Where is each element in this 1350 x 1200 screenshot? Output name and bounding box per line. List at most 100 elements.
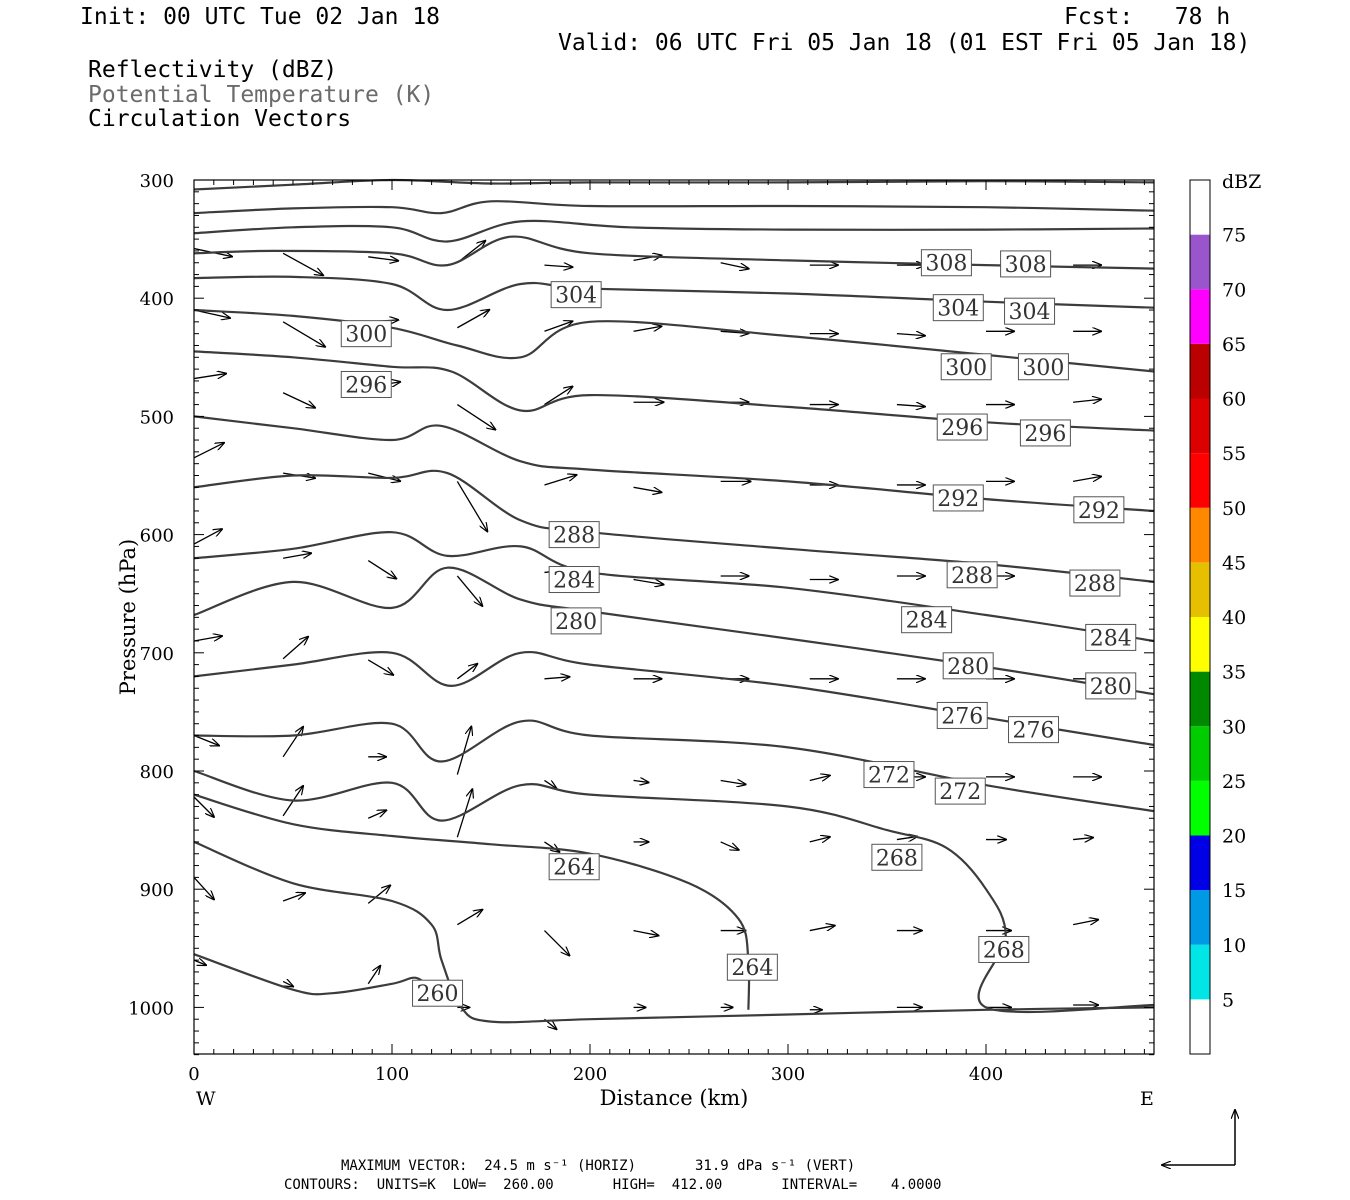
circulation-vector bbox=[456, 727, 471, 775]
contour-label: 304 bbox=[555, 284, 597, 309]
theta-contour-line bbox=[193, 566, 1155, 696]
circulation-vector bbox=[896, 334, 925, 336]
east-label: E bbox=[1140, 1088, 1154, 1110]
x-tick-label: 400 bbox=[969, 1064, 1003, 1085]
circulation-vector bbox=[809, 837, 830, 842]
circulation-vector bbox=[633, 578, 664, 585]
colorbar-swatch bbox=[1190, 343, 1210, 399]
y-tick-label: 1000 bbox=[128, 998, 174, 1019]
colorbar-swatch bbox=[1190, 453, 1210, 508]
contour-label-box bbox=[548, 853, 600, 881]
y-tick-label: 600 bbox=[140, 526, 174, 547]
contour-label-box bbox=[978, 935, 1030, 963]
circulation-vector bbox=[544, 841, 559, 852]
circulation-vector bbox=[193, 636, 222, 642]
colorbar-swatch bbox=[1190, 234, 1210, 290]
contour-label-box bbox=[412, 979, 464, 1007]
contour-label-box bbox=[942, 652, 994, 680]
contour-label: 300 bbox=[345, 323, 387, 348]
contour-label: 296 bbox=[1024, 422, 1066, 447]
circulation-vector bbox=[456, 664, 477, 680]
colorbar-swatch bbox=[1190, 999, 1210, 1054]
colorbar-label: 30 bbox=[1222, 716, 1246, 738]
colorbar-swatch bbox=[1190, 180, 1210, 235]
colorbar-label: 10 bbox=[1222, 935, 1246, 957]
contour-label-box bbox=[940, 353, 992, 381]
contour-label: 296 bbox=[345, 373, 387, 398]
axes: 300 400 500 600 700 800 900 1000 0 100 200 300 400 Di… bbox=[116, 171, 1154, 1110]
forecast-hour: Fcst: 78 h bbox=[1064, 4, 1231, 30]
contour-label: 280 bbox=[1090, 675, 1132, 700]
circulation-vector bbox=[282, 321, 325, 347]
colorbar-swatch bbox=[1190, 671, 1210, 727]
colorbar-label: 35 bbox=[1222, 662, 1246, 684]
circulation-vector bbox=[367, 885, 390, 904]
theta-contour-line bbox=[193, 219, 1155, 243]
colorbar-label: 45 bbox=[1222, 552, 1246, 574]
theta-contour-line bbox=[193, 469, 1155, 583]
contour-label: 292 bbox=[937, 487, 979, 512]
contour-label-box bbox=[340, 370, 392, 398]
circulation-vector bbox=[193, 374, 226, 380]
colorbar-label: 40 bbox=[1222, 607, 1246, 629]
colorbar-swatch bbox=[1190, 617, 1210, 672]
x-tick-label: 300 bbox=[771, 1064, 805, 1085]
circulation-vector bbox=[282, 981, 293, 986]
contour-label: 284 bbox=[553, 569, 595, 594]
circulation-vector bbox=[720, 262, 749, 269]
colorbar-label: 55 bbox=[1222, 443, 1246, 465]
colorbar-label: 5 bbox=[1222, 989, 1234, 1011]
contour-label: 268 bbox=[876, 846, 918, 871]
x-tick-label: 100 bbox=[375, 1064, 409, 1085]
contour-label: 308 bbox=[1005, 253, 1047, 278]
circulation-vector bbox=[457, 910, 482, 926]
colorbar-swatch bbox=[1190, 507, 1210, 563]
colorbar-swatch bbox=[1190, 780, 1210, 836]
contour-label: 308 bbox=[925, 252, 967, 277]
contour-label: 296 bbox=[941, 416, 983, 441]
contour-label-box bbox=[548, 566, 600, 594]
circulation-vector bbox=[367, 966, 380, 985]
contour-label-box bbox=[1085, 672, 1137, 700]
colorbar-swatch bbox=[1190, 835, 1210, 891]
circulation-vector bbox=[193, 734, 219, 746]
circulation-vector bbox=[633, 486, 662, 492]
y-tick-label: 700 bbox=[140, 644, 174, 665]
contour-label: 272 bbox=[868, 764, 910, 789]
colorbar-label: 25 bbox=[1222, 771, 1246, 793]
circulation-vector bbox=[368, 257, 398, 261]
contour-label: 260 bbox=[417, 982, 459, 1007]
colorbar-swatch bbox=[1190, 562, 1210, 617]
circulation-vector bbox=[367, 659, 393, 675]
circulation-vector bbox=[193, 796, 214, 817]
x-tick-label: 0 bbox=[188, 1064, 199, 1085]
contour-label-box bbox=[548, 521, 600, 549]
circulation-vector bbox=[367, 560, 396, 579]
circulation-vector bbox=[720, 780, 746, 784]
contour-label-box bbox=[550, 281, 602, 309]
y-tick-label: 500 bbox=[140, 407, 174, 428]
contour-label-box bbox=[934, 777, 986, 805]
contour-label-box bbox=[1017, 353, 1069, 381]
contour-label: 276 bbox=[1013, 719, 1055, 744]
contour-label-box bbox=[1085, 623, 1137, 651]
circulation-vector bbox=[282, 252, 323, 275]
contour-label: 288 bbox=[553, 524, 595, 549]
y-tick-label: 400 bbox=[140, 289, 174, 310]
circulation-vector bbox=[1073, 476, 1101, 483]
contour-label-box bbox=[920, 249, 972, 277]
circulation-vector bbox=[456, 404, 495, 430]
contour-label: 268 bbox=[983, 938, 1025, 963]
max-vector-note: MAXIMUM VECTOR: 24.5 m s⁻¹ (HORIZ) 31.9 … bbox=[341, 1158, 856, 1174]
circulation-vector bbox=[193, 443, 224, 459]
theta-contour-line bbox=[193, 178, 1155, 191]
circulation-vector bbox=[456, 481, 487, 531]
field-circulation-vectors: Circulation Vectors bbox=[88, 106, 352, 132]
contour-label: 264 bbox=[553, 856, 595, 881]
contour-label-box bbox=[726, 953, 778, 981]
circulation-vector bbox=[282, 392, 315, 408]
contour-label: 292 bbox=[1078, 499, 1120, 524]
circulation-vector bbox=[193, 529, 222, 545]
circulation-vector bbox=[282, 553, 311, 559]
y-axis-title: Pressure (hPa) bbox=[116, 539, 140, 695]
